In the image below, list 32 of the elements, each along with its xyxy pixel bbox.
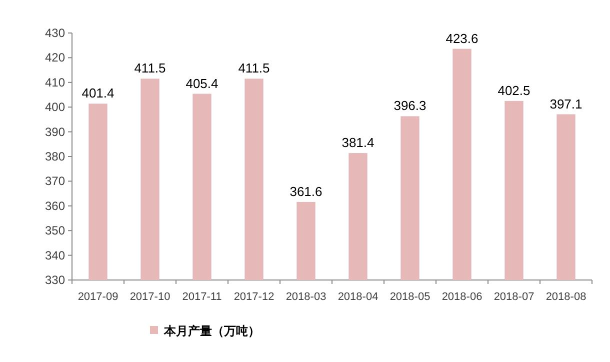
y-tick-label: 350 — [44, 224, 66, 238]
y-tick-label: 330 — [44, 273, 66, 287]
x-tick-label: 2018-07 — [494, 291, 534, 303]
x-tick-label: 2018-04 — [338, 291, 378, 303]
x-tick-label: 2017-10 — [130, 291, 170, 303]
y-tick-label: 430 — [44, 26, 66, 40]
x-tick-label: 2018-03 — [286, 291, 326, 303]
data-label: 411.5 — [238, 60, 270, 76]
data-label: 381.4 — [342, 135, 374, 150]
x-tick-label: 2017-09 — [78, 291, 118, 303]
y-tick-label: 360 — [44, 198, 66, 213]
y-tick-label: 400 — [44, 100, 66, 114]
x-tick-label: 2017-11 — [182, 291, 222, 303]
y-tick-label: 370 — [44, 174, 66, 188]
y-tick-label: 420 — [44, 50, 66, 65]
data-label: 411.5 — [134, 60, 166, 76]
legend-label: 本月产量（万吨） — [163, 324, 260, 338]
y-tick-label: 340 — [44, 248, 66, 262]
data-label: 397.1 — [550, 96, 582, 112]
data-label: 402.5 — [498, 82, 530, 98]
x-tick-label: 2018-05 — [390, 291, 430, 303]
data-label: 405.4 — [186, 76, 218, 91]
x-tick-label: 2018-08 — [546, 291, 586, 303]
data-label: 401.4 — [82, 86, 114, 101]
data-label: 423.6 — [446, 30, 478, 46]
x-tick-label: 2017-12 — [234, 291, 274, 303]
y-tick-label: 380 — [44, 150, 66, 164]
data-label: 396.3 — [394, 98, 426, 114]
x-tick-label: 2018-06 — [442, 291, 482, 303]
y-tick-label: 390 — [44, 124, 66, 139]
y-tick-label: 410 — [44, 75, 66, 90]
data-label: 361.6 — [290, 184, 322, 199]
